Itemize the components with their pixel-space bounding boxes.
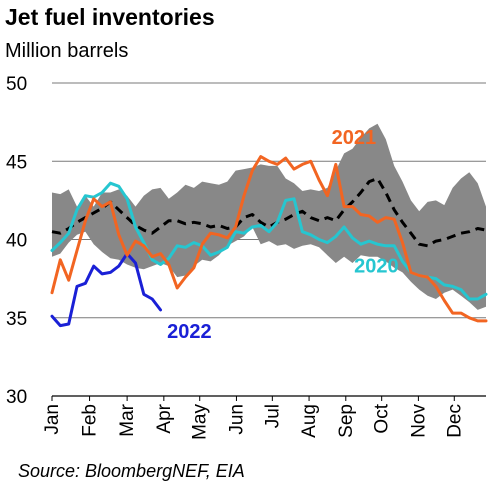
axes: 30 35 40 45 50 Jan Feb Mar Apr May Jun Jul Aug Sep Oct… <box>6 74 486 440</box>
x-tick-label-Aug: Aug <box>299 404 320 438</box>
x-tick-label-Jul: Jul <box>262 404 283 428</box>
series-line-2022 <box>50 252 162 328</box>
chart-title: Jet fuel inventories <box>5 4 215 30</box>
x-tick-label-Jun: Jun <box>226 404 247 435</box>
y-tick-label-40: 40 <box>6 231 27 252</box>
x-tick-label-Nov: Nov <box>408 404 429 438</box>
x-tick-label-Sep: Sep <box>336 404 357 438</box>
series-lines <box>50 155 488 328</box>
x-tick-label-Feb: Feb <box>80 404 101 437</box>
series-label-2022: 2022 <box>167 321 212 343</box>
source-note: Source: BloombergNEF, EIA <box>18 461 245 481</box>
x-tick-label-Oct: Oct <box>372 403 393 433</box>
x-tick-label-Mar: Mar <box>117 403 138 436</box>
series-label-2020: 2020 <box>354 255 399 277</box>
range-band-area <box>52 123 486 310</box>
x-tick-label-Jan: Jan <box>42 404 63 435</box>
y-tick-label-35: 35 <box>6 309 27 330</box>
x-tick-label-Apr: Apr <box>154 403 175 433</box>
x-tick-label-Dec: Dec <box>444 404 465 438</box>
y-tick-label-30: 30 <box>6 387 27 408</box>
series-label-2021: 2021 <box>332 127 377 149</box>
range-band <box>52 123 486 310</box>
series-labels: 2020 2021 2022 <box>167 127 398 343</box>
series-line-2021 <box>50 155 488 323</box>
y-tick-label-50: 50 <box>6 74 27 95</box>
series-line-average <box>51 177 487 248</box>
y-tick-label-45: 45 <box>6 152 27 173</box>
chart-subtitle: Million barrels <box>5 40 129 62</box>
x-tick-label-May: May <box>190 404 211 440</box>
